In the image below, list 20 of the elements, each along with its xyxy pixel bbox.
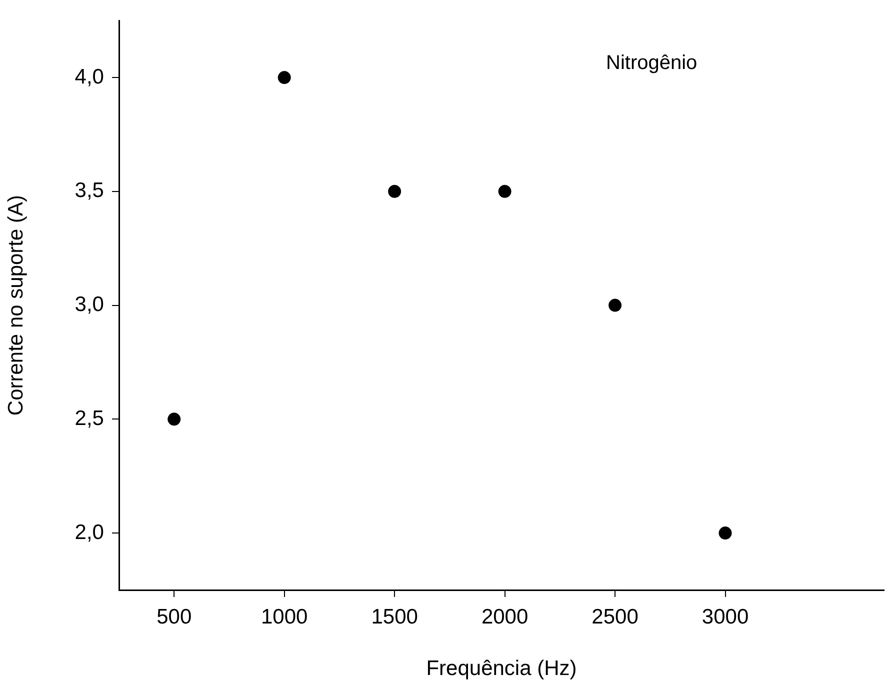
x-tick-label: 2500 [592, 605, 638, 628]
x-tick-label: 3000 [702, 605, 749, 628]
x-axis-title: Frequência (Hz) [426, 657, 577, 680]
x-tick-label: 1000 [260, 605, 308, 628]
point [498, 184, 512, 198]
y-tick-label: 2,5 [74, 406, 104, 430]
point [718, 526, 732, 540]
y-tick-label: 2,0 [74, 520, 104, 544]
y-axis-title: Corrente no suporte (A) [4, 194, 28, 416]
point [388, 184, 402, 198]
x-tick-label: 500 [156, 605, 192, 628]
y-tick-label: 3,0 [74, 293, 104, 316]
x-tick-label: 2000 [481, 605, 528, 628]
point [168, 412, 181, 426]
x-tick-label: 1500 [371, 605, 418, 628]
y-tick-label: 4,0 [74, 65, 104, 88]
point [278, 71, 291, 84]
point [608, 298, 622, 312]
annotation: Nitrogênio [606, 52, 698, 74]
y-tick-label: 3,5 [74, 179, 104, 202]
